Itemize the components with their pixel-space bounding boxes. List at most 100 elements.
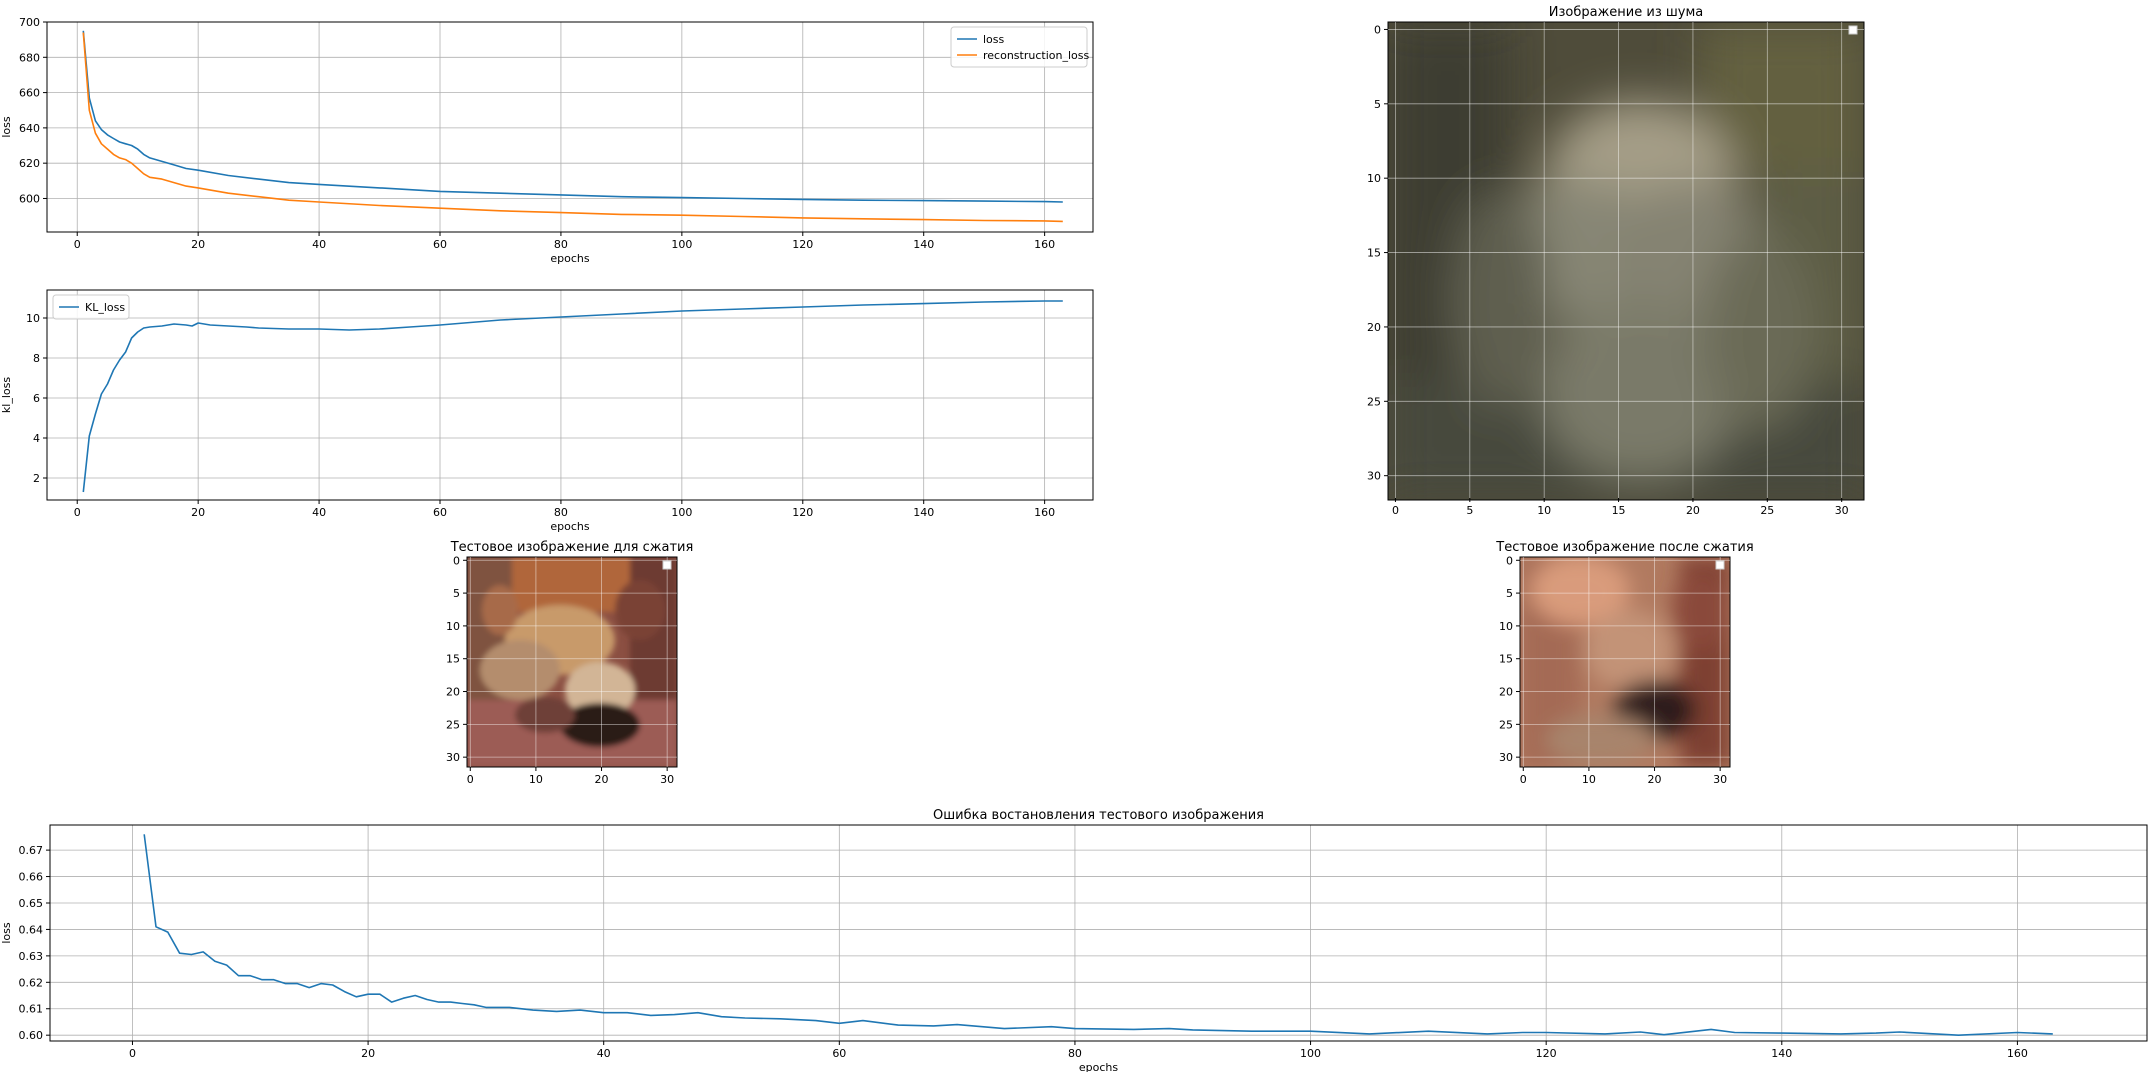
legend-label: loss [983,33,1005,46]
kl-loss-chart-frame [46,289,1094,501]
test-reconstruction-chart-series [143,834,2053,1036]
x-tick-label: 20 [595,773,609,786]
test-reconstruction-chart-grid [50,825,2147,1041]
loss-chart-frame [46,21,1094,233]
kl-loss-chart-ticks: 0 20 40 60 80 100 120 140 160 2 4 6 8 10 [26,312,1055,519]
y-tick-label: 20 [1499,686,1513,699]
y-tick-label: 25 [446,718,460,731]
kl-loss-chart-xlabel: epochs [550,520,589,533]
y-tick-label: 25 [1499,718,1513,731]
x-tick-label: 30 [660,773,674,786]
x-tick-label: 80 [554,506,568,519]
kl-loss-chart-legend: KL_loss [52,294,130,320]
y-tick-label: 640 [19,122,40,135]
x-tick-label: 40 [312,238,326,251]
noise-image-title: Изображение из шума [1549,5,1703,20]
test-image-title: Тестовое изображение для сжатия [450,540,694,555]
kl-loss-chart: 0 20 40 60 80 100 120 140 160 2 4 6 8 10 epochs kl_lo… [0,289,1094,533]
y-tick-label: 4 [33,432,40,445]
x-tick-label: 15 [1612,504,1626,517]
reconstructed-image-ticks: 0 10 20 30 0 5 10 15 20 25 30 [1499,554,1727,786]
y-tick-label: 15 [1367,247,1381,260]
reconstructed-image-grid [1520,557,1730,767]
y-tick-label: 700 [19,16,40,29]
y-tick-label: 0.60 [19,1029,44,1042]
x-tick-label: 140 [1771,1047,1792,1060]
test-reconstruction-chart-frame [49,824,2148,1042]
x-tick-label: 20 [1648,773,1662,786]
x-tick-label: 60 [832,1047,846,1060]
series-line-reconstruction-loss [82,32,1063,223]
x-tick-label: 30 [1713,773,1727,786]
loss-chart: 0 20 40 60 80 100 120 140 160600620640660680700 … [0,16,1094,265]
x-tick-label: 0 [1392,504,1399,517]
y-tick-label: 0.62 [19,976,44,989]
test-image-grid [467,557,677,767]
test-image-ticks: 0 10 20 30 0 5 10 15 20 25 30 [446,554,674,786]
legend-label: reconstruction_loss [983,49,1089,62]
kl-loss-chart-ylabel: kl_loss [0,377,13,413]
kl-loss-chart-series [82,300,1063,493]
y-tick-label: 0.65 [19,897,44,910]
x-tick-label: 0 [1520,773,1527,786]
x-tick-label: 60 [433,506,447,519]
y-tick-label: 0 [1374,23,1381,36]
x-tick-label: 60 [433,238,447,251]
legend-label: KL_loss [85,301,125,314]
legend-box [52,294,130,320]
reconstructed-image-panel: Тестовое изображение после сжатия 0 10 20 3… [1495,540,1753,786]
x-tick-label: 20 [191,506,205,519]
x-tick-label: 100 [671,506,692,519]
y-tick-label: 8 [33,352,40,365]
x-tick-label: 160 [1034,238,1055,251]
noise-image-panel: Изображение из шума 0 5 10 15 20 25 30 0 5 10 15 20… [1367,5,1865,517]
y-tick-label: 15 [1499,653,1513,666]
x-tick-label: 120 [1536,1047,1557,1060]
test-image-frame [466,556,678,768]
x-tick-label: 0 [74,506,81,519]
x-tick-label: 20 [191,238,205,251]
y-tick-label: 0.61 [19,1003,44,1016]
x-tick-label: 80 [554,238,568,251]
loss-chart-xlabel: epochs [550,252,589,265]
x-tick-label: 30 [1835,504,1849,517]
x-tick-label: 40 [597,1047,611,1060]
y-tick-label: 15 [446,653,460,666]
y-tick-label: 0.63 [19,950,44,963]
reconstructed-image-legend-marker [1715,560,1725,570]
x-tick-label: 160 [2007,1047,2028,1060]
noise-image-legend-marker [1848,25,1858,35]
test-image-panel: Тестовое изображение для сжатия 0 10 20 300… [446,540,693,786]
x-tick-label: 100 [1300,1047,1321,1060]
x-tick-label: 10 [1582,773,1596,786]
y-tick-label: 5 [453,587,460,600]
test-reconstruction-chart-ticks: 0 20 40 60 80 100 120 140 160 0.60 0.61 0.62 0.63 0.6… [19,844,2028,1060]
reconstructed-image [1520,557,1730,767]
y-tick-label: 5 [1374,98,1381,111]
test-reconstruction-chart: Ошибка востановления тестового изображен… [0,808,2148,1072]
y-tick-label: 620 [19,157,40,170]
loss-chart-ticks: 0 20 40 60 80 100 120 140 160 600 620 640 660 680 700 [19,16,1055,251]
y-tick-label: 10 [1499,620,1513,633]
noise-image [1388,22,1864,500]
x-tick-label: 5 [1466,504,1473,517]
y-tick-label: 2 [33,472,40,485]
loss-chart-ylabel: loss [0,116,13,138]
test-image [467,557,677,767]
y-tick-label: 0 [453,554,460,567]
y-tick-label: 600 [19,192,40,205]
series-line-value [143,834,2053,1036]
y-tick-label: 25 [1367,395,1381,408]
series-line-kl-loss [82,300,1063,493]
x-tick-label: 100 [671,238,692,251]
test-reconstruction-chart-xlabel: epochs [1079,1061,1118,1072]
y-tick-label: 30 [1499,751,1513,764]
y-tick-label: 30 [446,751,460,764]
y-tick-label: 680 [19,51,40,64]
y-tick-label: 10 [446,620,460,633]
y-tick-label: 5 [1506,587,1513,600]
noise-image-frame [1387,21,1865,501]
x-tick-label: 20 [1686,504,1700,517]
y-tick-label: 10 [1367,172,1381,185]
x-tick-label: 10 [1537,504,1551,517]
